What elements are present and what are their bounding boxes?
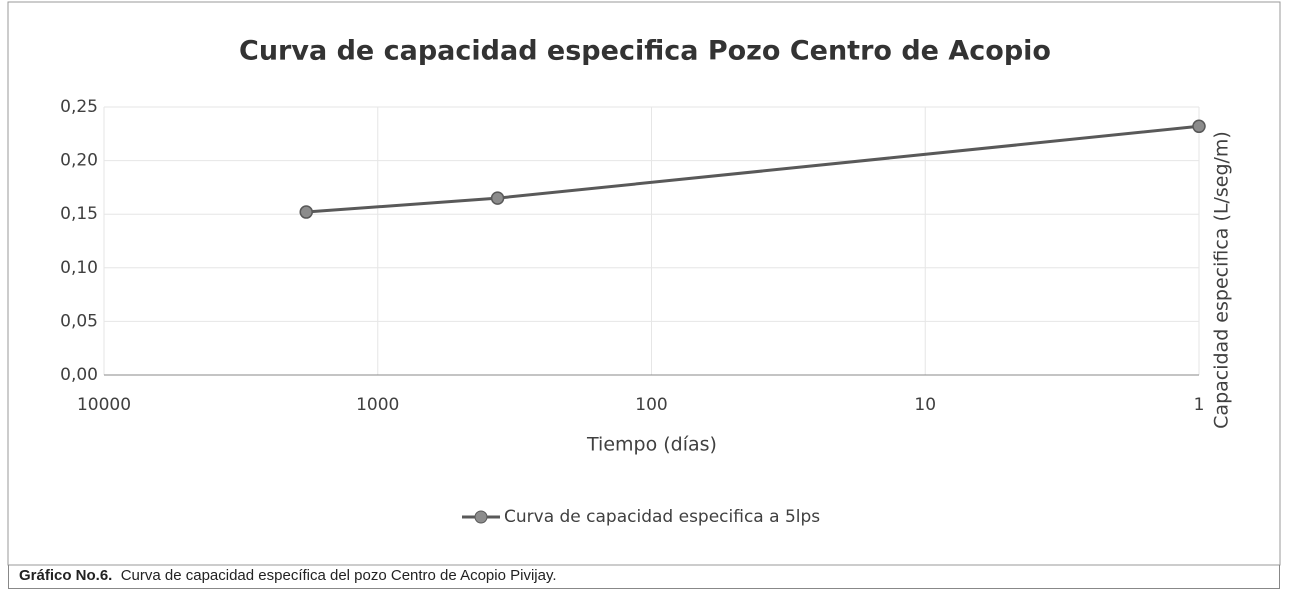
marker — [299, 205, 313, 219]
y-tick-label: 0,00 — [60, 365, 98, 385]
caption-text: Curva de capacidad específica del pozo C… — [120, 567, 557, 584]
y-tick-label: 0,25 — [60, 97, 98, 117]
caption: Gráfico No.6. Curva de capacidad específ… — [8, 565, 1280, 589]
y-axis-label: Capacidad especifica (L/seg/m) — [1211, 131, 1233, 429]
chart-frame — [7, 1, 1281, 566]
y-tick-label: 0,05 — [60, 311, 98, 331]
marker — [490, 191, 505, 205]
legend-label: Curva de capacidad especifica a 5lps — [504, 507, 820, 527]
caption-label: Gráfico No.6. — [19, 567, 113, 584]
marker — [1192, 119, 1206, 134]
x-tick-label: 1000 — [356, 395, 399, 415]
y-tick-label: 0,15 — [60, 204, 98, 224]
x-tick-label: 10 — [914, 395, 936, 415]
legend-marker — [474, 510, 488, 524]
x-axis-label: Tiempo (días) — [586, 434, 717, 456]
chart: Curva de capacidad especifica Pozo Centr… — [7, 1, 1281, 566]
y-tick-label: 0,20 — [60, 151, 98, 171]
chart-title: Curva de capacidad especifica Pozo Centr… — [239, 36, 1051, 67]
x-tick-label: 1 — [1194, 395, 1205, 415]
x-tick-label: 100 — [635, 395, 667, 415]
y-tick-label: 0,10 — [60, 258, 98, 278]
x-tick-label: 10000 — [77, 395, 131, 415]
